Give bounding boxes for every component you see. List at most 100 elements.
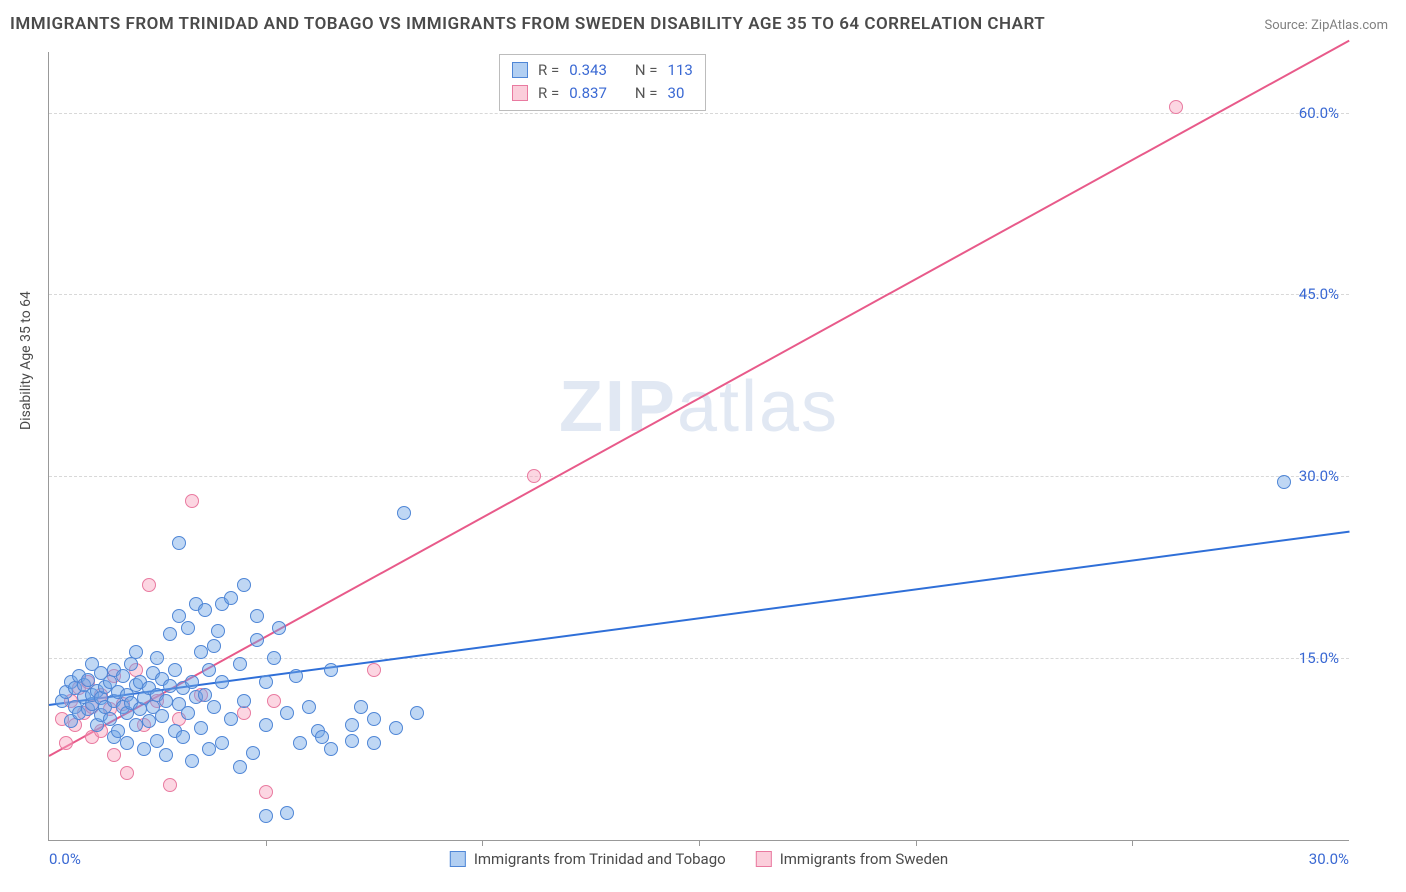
n-value: 30: [668, 82, 685, 105]
data-point: [168, 663, 182, 677]
data-point: [176, 730, 190, 744]
bottom-legend: Immigrants from Trinidad and Tobago Immi…: [450, 850, 948, 868]
x-tick-mark: [266, 840, 267, 846]
data-point: [194, 645, 208, 659]
data-point: [250, 609, 264, 623]
data-point: [267, 651, 281, 665]
trend-line: [49, 40, 1350, 757]
swatch-blue-icon: [450, 851, 466, 867]
r-label: R =: [538, 82, 559, 105]
chart-title: IMMIGRANTS FROM TRINIDAD AND TOBAGO VS I…: [10, 14, 1045, 34]
data-point: [163, 778, 177, 792]
data-point: [185, 675, 199, 689]
stats-row-pink: R = 0.837 N = 30: [512, 82, 693, 105]
data-point: [181, 706, 195, 720]
data-point: [211, 624, 225, 638]
correlation-stats-box: R = 0.343 N = 113 R = 0.837 N = 30: [499, 54, 706, 111]
x-tick-mark: [916, 840, 917, 846]
data-point: [163, 679, 177, 693]
swatch-pink-icon: [512, 85, 528, 101]
data-point: [324, 663, 338, 677]
data-point: [289, 669, 303, 683]
data-point: [280, 806, 294, 820]
x-tick-mark: [699, 840, 700, 846]
r-label: R =: [538, 59, 559, 82]
data-point: [302, 700, 316, 714]
data-point: [233, 657, 247, 671]
trend-line: [49, 531, 1349, 706]
data-point: [181, 621, 195, 635]
legend-item-blue: Immigrants from Trinidad and Tobago: [450, 850, 726, 868]
data-point: [59, 736, 73, 750]
data-point: [120, 766, 134, 780]
gridline: [49, 113, 1349, 114]
data-point: [246, 746, 260, 760]
swatch-pink-icon: [756, 851, 772, 867]
data-point: [129, 718, 143, 732]
n-label: N =: [635, 82, 658, 105]
data-point: [120, 736, 134, 750]
data-point: [233, 760, 247, 774]
data-point: [259, 809, 273, 823]
data-point: [272, 621, 286, 635]
data-point: [142, 714, 156, 728]
y-tick-label: 30.0%: [1299, 467, 1339, 485]
data-point: [150, 651, 164, 665]
data-point: [137, 742, 151, 756]
data-point: [224, 591, 238, 605]
data-point: [410, 706, 424, 720]
swatch-blue-icon: [512, 62, 528, 78]
n-label: N =: [635, 59, 658, 82]
data-point: [124, 657, 138, 671]
y-tick-label: 15.0%: [1299, 649, 1339, 667]
data-point: [185, 494, 199, 508]
data-point: [250, 633, 264, 647]
data-point: [207, 639, 221, 653]
data-point: [367, 663, 381, 677]
stats-row-blue: R = 0.343 N = 113: [512, 59, 693, 82]
data-point: [345, 734, 359, 748]
data-point: [237, 578, 251, 592]
data-point: [172, 536, 186, 550]
legend-label: Immigrants from Sweden: [780, 850, 948, 868]
data-point: [194, 721, 208, 735]
scatter-plot-area: ZIPatlas R = 0.343 N = 113 R = 0.837 N =…: [48, 52, 1349, 841]
legend-label: Immigrants from Trinidad and Tobago: [474, 850, 726, 868]
data-point: [367, 712, 381, 726]
gridline: [49, 476, 1349, 477]
data-point: [142, 578, 156, 592]
data-point: [155, 709, 169, 723]
r-value: 0.343: [569, 59, 607, 82]
data-point: [259, 675, 273, 689]
data-point: [215, 675, 229, 689]
data-point: [259, 718, 273, 732]
data-point: [107, 748, 121, 762]
data-point: [224, 712, 238, 726]
source-attribution: Source: ZipAtlas.com: [1264, 18, 1388, 33]
data-point: [207, 700, 221, 714]
data-point: [163, 627, 177, 641]
legend-item-pink: Immigrants from Sweden: [756, 850, 948, 868]
data-point: [237, 706, 251, 720]
data-point: [159, 748, 173, 762]
data-point: [397, 506, 411, 520]
r-value: 0.837: [569, 82, 607, 105]
watermark: ZIPatlas: [559, 366, 839, 448]
data-point: [267, 694, 281, 708]
x-tick-mark: [1132, 840, 1133, 846]
data-point: [345, 718, 359, 732]
n-value: 113: [668, 59, 693, 82]
data-point: [116, 669, 130, 683]
data-point: [159, 694, 173, 708]
data-point: [150, 734, 164, 748]
data-point: [185, 754, 199, 768]
y-axis-label: Disability Age 35 to 64: [18, 291, 34, 430]
data-point: [198, 603, 212, 617]
data-point: [202, 663, 216, 677]
data-point: [389, 721, 403, 735]
data-point: [293, 736, 307, 750]
data-point: [237, 694, 251, 708]
x-tick-label: 0.0%: [49, 850, 81, 868]
x-tick-label: 30.0%: [1309, 850, 1349, 868]
data-point: [1277, 475, 1291, 489]
